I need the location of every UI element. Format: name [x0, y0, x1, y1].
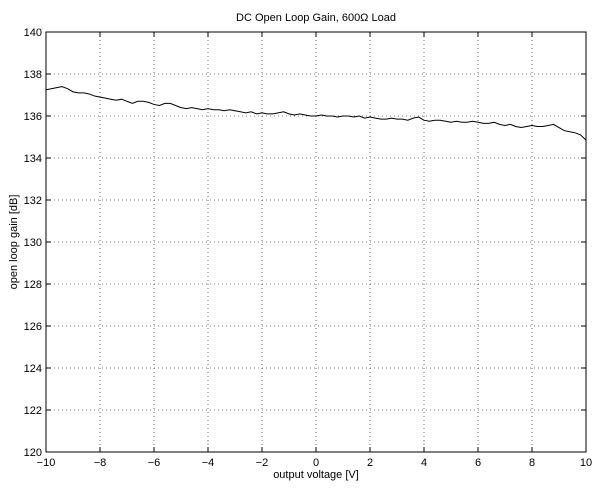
y-tick-label: 136	[24, 111, 42, 123]
x-tick-label: −2	[256, 457, 269, 469]
y-tick-label: 138	[24, 69, 42, 81]
y-tick-label: 128	[24, 279, 42, 291]
y-axis-label: open loop gain [dB]	[8, 195, 20, 290]
x-tick-label: 10	[580, 457, 592, 469]
axis-ticks	[45, 31, 587, 453]
x-tick-label: 2	[367, 457, 373, 469]
x-tick-label: −6	[148, 457, 161, 469]
x-tick-label: −10	[37, 457, 56, 469]
x-tick-label: 0	[313, 457, 319, 469]
y-tick-label: 126	[24, 321, 42, 333]
y-tick-label: 134	[24, 153, 42, 165]
y-tick-label: 132	[24, 195, 42, 207]
y-tick-label: 120	[24, 447, 42, 459]
y-tick-labels: 120 122 124 126 128 130 132 134 136 138 140	[24, 27, 42, 459]
x-tick-labels: −10 −8 −6 −4 −2 0 2 4 6 8 10	[37, 457, 592, 469]
x-tick-label: 8	[529, 457, 535, 469]
x-tick-label: −4	[202, 457, 215, 469]
grid-lines	[46, 32, 586, 452]
x-tick-label: −8	[94, 457, 107, 469]
y-tick-label: 122	[24, 405, 42, 417]
x-tick-label: 4	[421, 457, 427, 469]
x-tick-label: 6	[475, 457, 481, 469]
y-tick-label: 130	[24, 237, 42, 249]
series-line-gain	[45, 86, 587, 141]
y-tick-label: 124	[24, 363, 42, 375]
chart-title: DC Open Loop Gain, 600Ω Load	[236, 12, 396, 24]
x-axis-label: output voltage [V]	[273, 469, 359, 481]
y-tick-label: 140	[24, 27, 42, 39]
